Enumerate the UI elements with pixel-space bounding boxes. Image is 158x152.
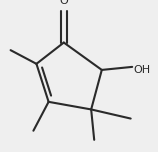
Text: O: O	[59, 0, 68, 6]
Text: OH: OH	[134, 65, 151, 75]
